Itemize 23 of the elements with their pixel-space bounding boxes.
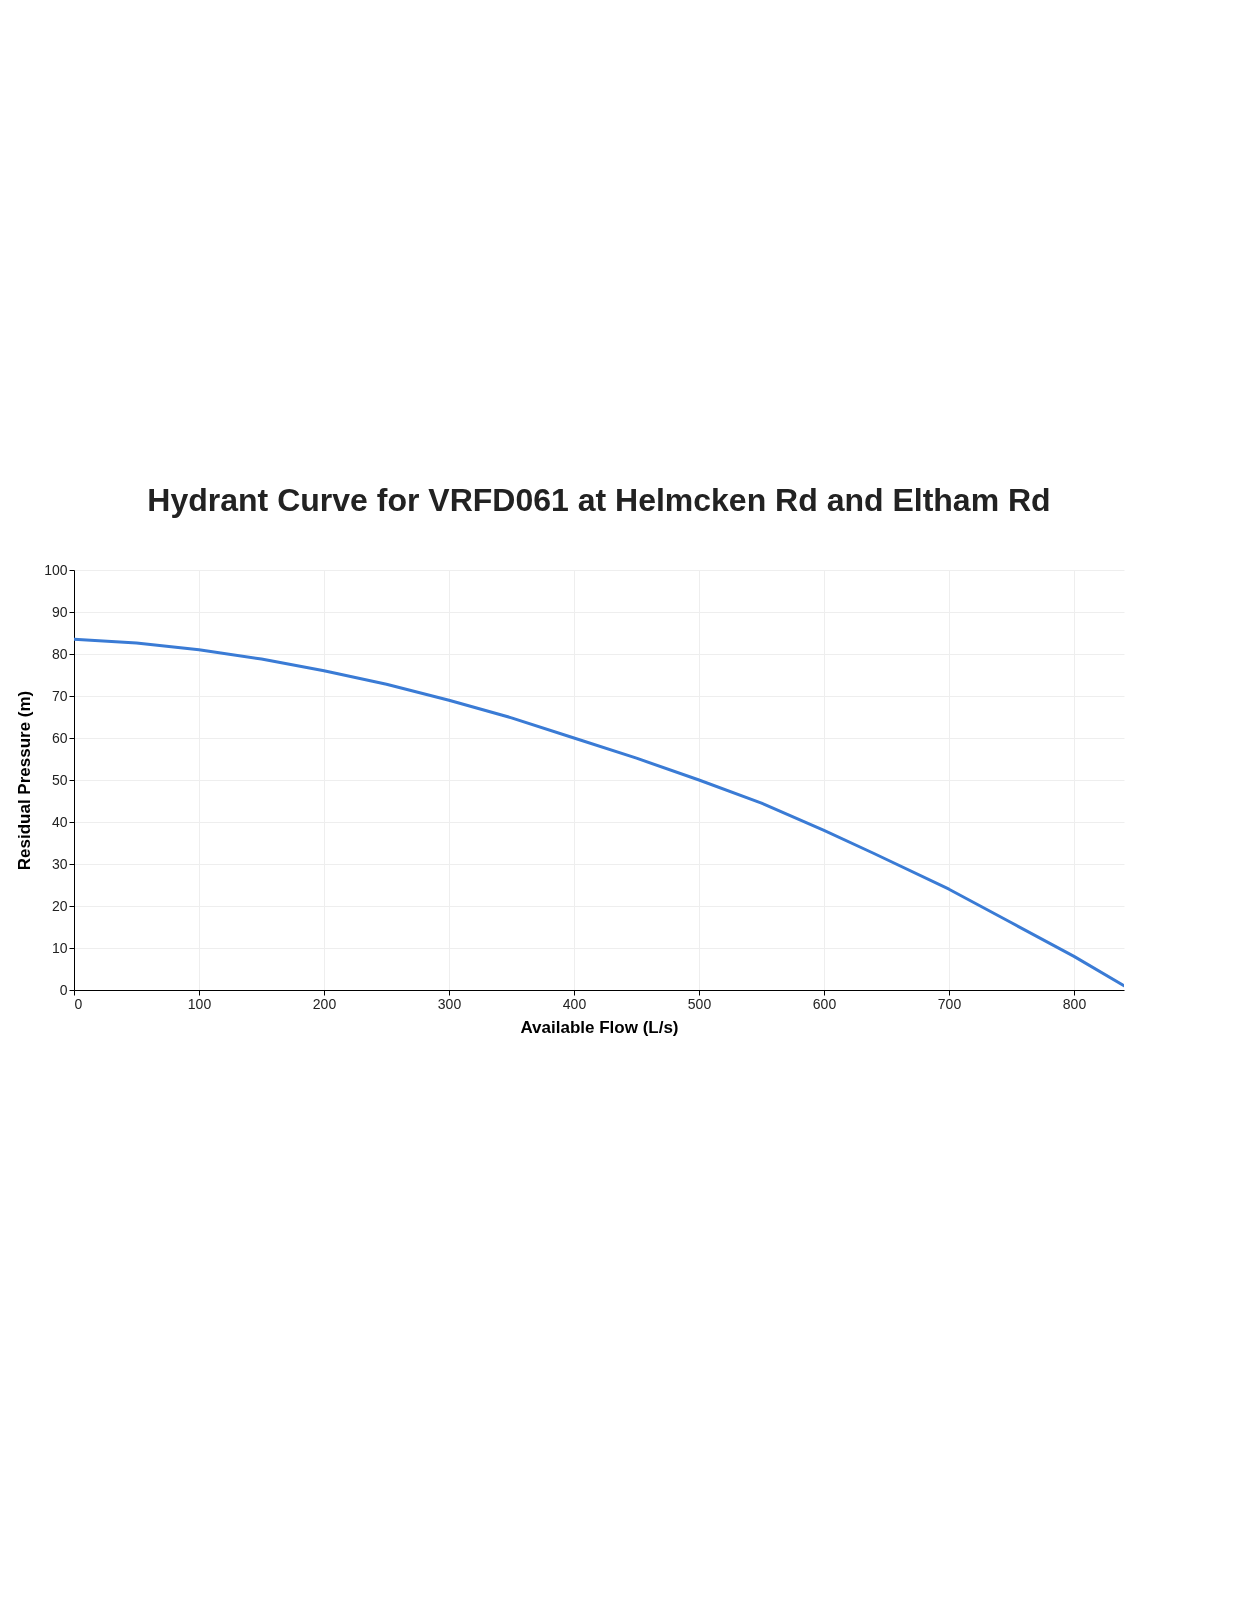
x-tick-label: 600 (812, 995, 837, 1012)
y-tick-label: 70 (51, 687, 68, 704)
y-tick-label: 90 (51, 603, 68, 620)
x-tick-label: 0 (74, 995, 83, 1012)
y-tick-label: 20 (51, 897, 68, 914)
y-axis-title: Residual Pressure (m) (15, 690, 35, 871)
x-tick-label: 700 (937, 995, 962, 1012)
x-tick-label: 800 (1062, 995, 1087, 1012)
y-tick-label: 0 (59, 981, 68, 998)
y-tick-label: 40 (51, 813, 68, 830)
y-tick-label: 100 (44, 561, 68, 578)
x-axis-title: Available Flow (L/s) (520, 1017, 679, 1037)
x-tick-label: 500 (687, 995, 712, 1012)
y-tick-label: 50 (51, 771, 68, 788)
y-tick-label: 80 (51, 645, 68, 662)
y-tick-label: 60 (51, 729, 68, 746)
x-tick-label: 100 (187, 995, 212, 1012)
x-tick-label: 200 (312, 995, 337, 1012)
x-tick-label: 300 (437, 995, 462, 1012)
y-tick-label: 10 (51, 939, 68, 956)
chart-title: Hydrant Curve for VRFD061 at Helmcken Rd and Eltham Rd (147, 482, 1051, 518)
x-tick-label: 400 (562, 995, 587, 1012)
y-tick-label: 30 (51, 855, 68, 872)
